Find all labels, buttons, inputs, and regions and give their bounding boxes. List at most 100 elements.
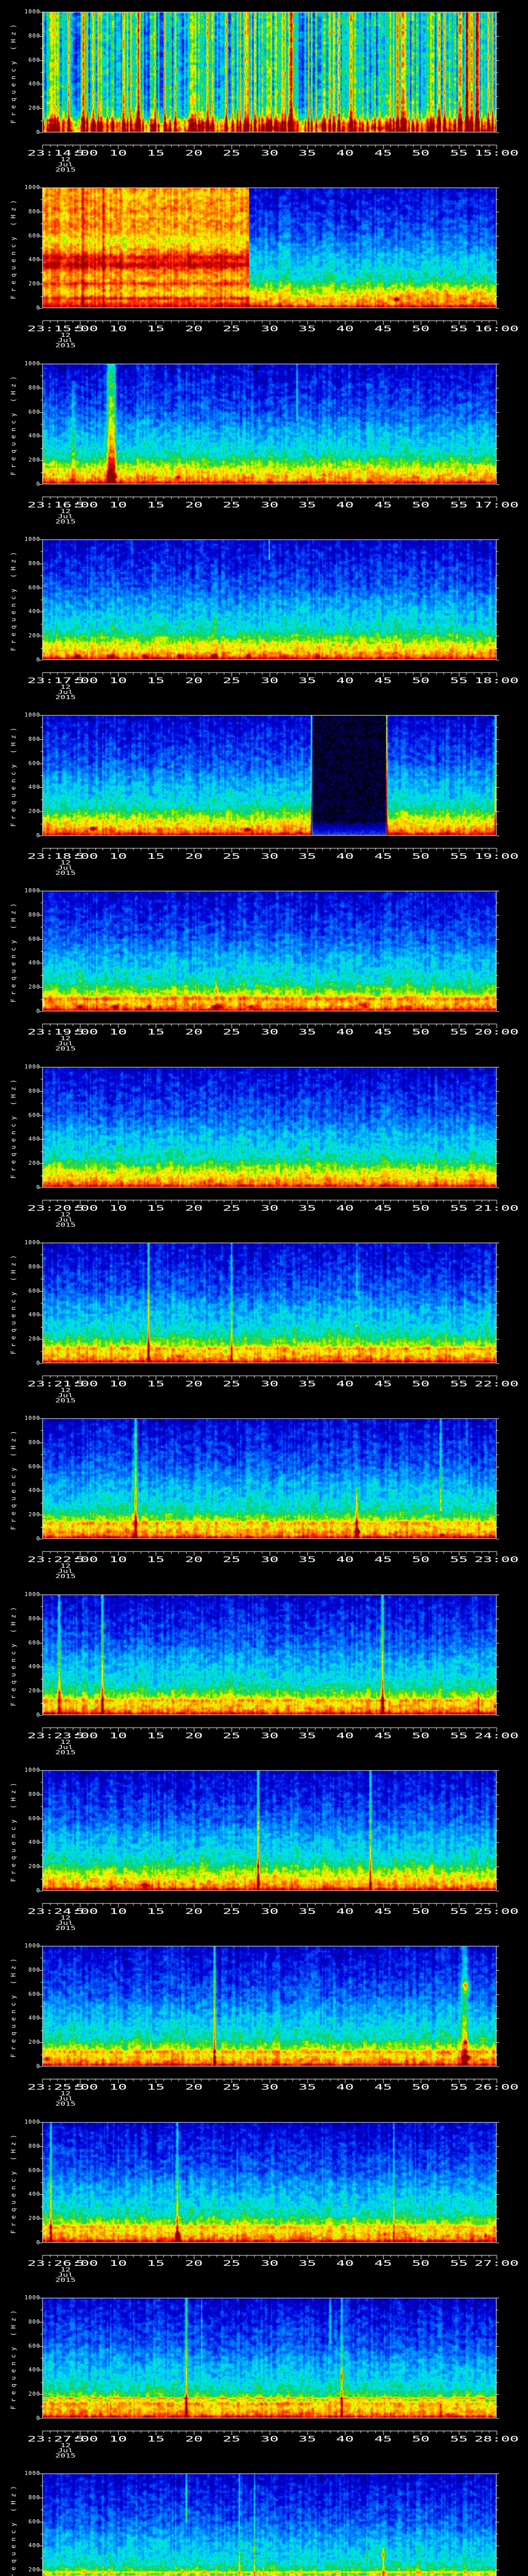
spectrogram-panel-232500: Frequency (Hz) 0 200 400 600 800 1000 23:25:00 5… xyxy=(0,1934,528,2110)
y-tick-label: 600 xyxy=(28,1639,40,1646)
x-tick-label-end: 25:00 xyxy=(474,1907,519,1916)
x-tick-label: 15 xyxy=(147,852,165,861)
date-label: 12 Jul 2015 xyxy=(55,1211,76,1228)
x-tick-label: 55 xyxy=(450,1027,468,1037)
x-tick-label-start: 23:25:00 xyxy=(27,2082,98,2092)
y-tick-label: 0 xyxy=(36,2239,40,2246)
spectrogram-canvas xyxy=(0,879,528,1055)
x-tick-label: 35 xyxy=(298,1027,317,1037)
y-tick-label: 600 xyxy=(28,1287,40,1294)
x-tick-label-start: 23:18:00 xyxy=(27,852,98,861)
x-tick-label: 35 xyxy=(298,2082,317,2092)
y-tick-label: 400 xyxy=(28,256,40,263)
x-tick-label-start: 23:24:00 xyxy=(27,1907,98,1916)
spectrogram-canvas xyxy=(0,0,528,176)
x-tick-label: 30 xyxy=(260,1731,278,1740)
x-tick-label-start: 23:16:00 xyxy=(27,500,98,510)
x-tick-label: 30 xyxy=(260,1027,278,1037)
y-tick-label: 800 xyxy=(28,1790,40,1798)
x-tick-label-start: 23:19:00 xyxy=(27,1027,98,1037)
y-tick-label: 1000 xyxy=(24,1942,40,1949)
x-tick-label: 50 xyxy=(411,148,430,158)
y-tick-label: 600 xyxy=(28,584,40,591)
x-tick-label-end: 24:00 xyxy=(474,1731,519,1740)
x-tick-label: 25 xyxy=(222,852,241,861)
y-tick-label: 600 xyxy=(28,2518,40,2525)
y-tick-label: 400 xyxy=(28,1136,40,1143)
x-tick-label: 5 xyxy=(75,2082,85,2092)
y-tick-label: 400 xyxy=(28,1663,40,1670)
y-tick-label: 800 xyxy=(28,2142,40,2149)
date-label: 12 Jul 2015 xyxy=(55,2266,76,2283)
x-tick-label: 20 xyxy=(185,1379,203,1388)
x-tick-label: 20 xyxy=(185,1907,203,1916)
x-tick-label: 30 xyxy=(260,148,278,158)
y-tick-label: 200 xyxy=(28,808,40,815)
y-tick-label: 1000 xyxy=(24,2119,40,2125)
x-tick-label: 45 xyxy=(374,852,392,861)
spectrogram-panel-232000: Frequency (Hz) 0 200 400 600 800 1000 23:20:00 5… xyxy=(0,1055,528,1231)
x-tick-label: 50 xyxy=(411,852,430,861)
x-tick-label-end: 16:00 xyxy=(474,324,519,333)
x-tick-label: 45 xyxy=(374,500,392,510)
x-tick-label: 40 xyxy=(336,2259,354,2268)
spectrogram-canvas xyxy=(0,2462,528,2576)
y-tick-label: 800 xyxy=(28,1966,40,1973)
x-tick-label-start: 23:23:00 xyxy=(27,1731,98,1740)
x-tick-label: 10 xyxy=(109,2082,127,2092)
x-tick-label: 55 xyxy=(450,1204,468,1213)
spectrogram-canvas xyxy=(0,2286,528,2462)
y-tick-label: 200 xyxy=(28,2566,40,2573)
x-tick-label: 10 xyxy=(109,676,127,685)
x-tick-label: 45 xyxy=(374,324,392,333)
spectrogram-panel-232300: Frequency (Hz) 0 200 400 600 800 1000 23:23:00 5… xyxy=(0,1583,528,1759)
x-tick-label: 50 xyxy=(411,500,430,510)
x-tick-label: 25 xyxy=(222,1204,241,1213)
x-tick-label: 15 xyxy=(147,1555,165,1564)
y-tick-label: 600 xyxy=(28,935,40,942)
x-tick-label: 35 xyxy=(298,2259,317,2268)
spectrogram-panel-232700: Frequency (Hz) 0 200 400 600 800 1000 23:27:00 5… xyxy=(0,2286,528,2462)
spectrogram-panel-231500: Frequency (Hz) 0 200 400 600 800 1000 23:15:00 5… xyxy=(0,176,528,352)
x-tick-label: 15 xyxy=(147,1731,165,1740)
x-tick-label: 35 xyxy=(298,1907,317,1916)
x-tick-label: 55 xyxy=(450,1379,468,1388)
x-tick-label: 5 xyxy=(75,1204,85,1213)
x-tick-label: 40 xyxy=(336,1907,354,1916)
x-tick-label: 40 xyxy=(336,500,354,510)
y-tick-label: 1000 xyxy=(24,1591,40,1598)
y-tick-label: 1000 xyxy=(24,1063,40,1070)
x-tick-label: 35 xyxy=(298,148,317,158)
y-tick-label: 400 xyxy=(28,2542,40,2549)
date-label: 12 Jul 2015 xyxy=(55,684,76,701)
x-tick-label: 5 xyxy=(75,1731,85,1740)
x-tick-label-start: 23:20:00 xyxy=(27,1204,98,1213)
y-tick-label: 1000 xyxy=(24,1767,40,1773)
y-tick-label: 800 xyxy=(28,1615,40,1622)
x-tick-label: 35 xyxy=(298,500,317,510)
date-label: 12 Jul 2015 xyxy=(55,2442,76,2459)
x-tick-label: 10 xyxy=(109,324,127,333)
x-tick-label: 30 xyxy=(260,324,278,333)
y-tick-label: 1000 xyxy=(24,8,40,15)
x-tick-label: 15 xyxy=(147,2259,165,2268)
x-tick-label-end: 26:00 xyxy=(474,2082,519,2092)
spectrogram-canvas xyxy=(0,352,528,528)
y-tick-label: 0 xyxy=(36,1711,40,1718)
x-tick-label: 40 xyxy=(336,1027,354,1037)
y-tick-label: 1000 xyxy=(24,1415,40,1421)
x-tick-label: 45 xyxy=(374,2259,392,2268)
spectrogram-panel-231600: Frequency (Hz) 0 200 400 600 800 1000 23:16:00 5… xyxy=(0,352,528,528)
y-tick-label: 600 xyxy=(28,1111,40,1118)
y-tick-label: 600 xyxy=(28,759,40,767)
y-tick-label: 1000 xyxy=(24,711,40,718)
y-tick-label: 200 xyxy=(28,2039,40,2046)
x-tick-label: 15 xyxy=(147,1027,165,1037)
y-tick-label: 200 xyxy=(28,280,40,287)
x-tick-label: 10 xyxy=(109,1027,127,1037)
x-tick-label: 30 xyxy=(260,2259,278,2268)
x-tick-label: 25 xyxy=(222,1731,241,1740)
spectrogram-canvas xyxy=(0,2110,528,2286)
x-tick-label-end: 21:00 xyxy=(474,1204,519,1213)
